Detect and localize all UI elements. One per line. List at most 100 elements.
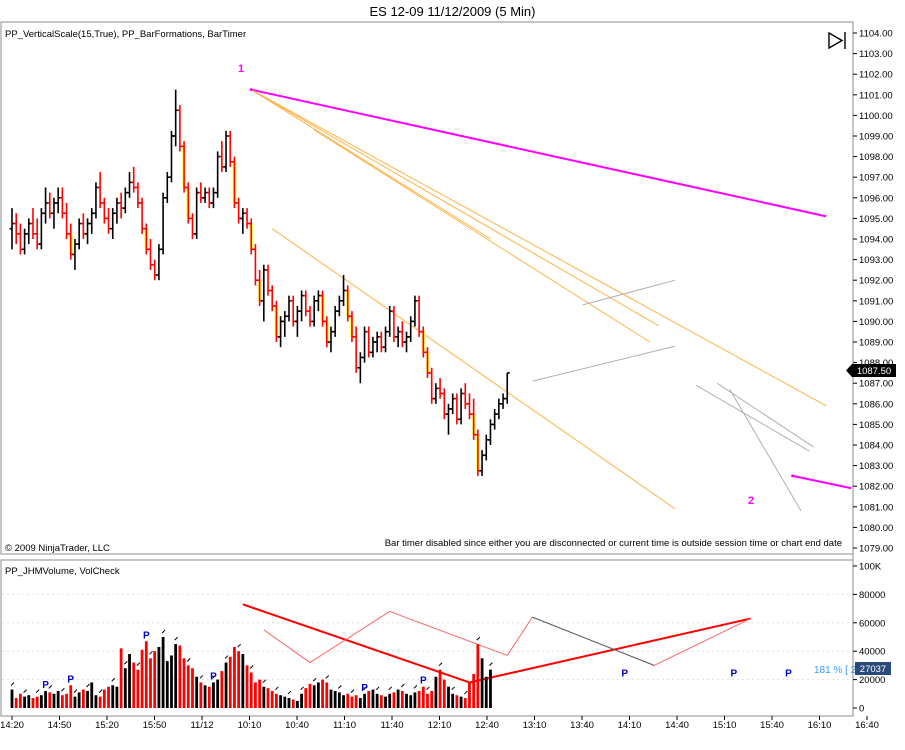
price-bar	[244, 208, 250, 229]
price-tick-label: 1079.00	[859, 544, 893, 555]
volume-tick-marker	[275, 686, 279, 691]
price-tick-label: 1087.00	[859, 379, 893, 390]
volume-bar	[65, 693, 68, 708]
volume-tick-marker	[237, 643, 241, 648]
volume-bar	[468, 682, 471, 708]
volume-bar	[304, 688, 308, 708]
volume-tick-marker	[350, 689, 355, 693]
volume-tick-marker	[338, 685, 342, 689]
volume-tick-marker	[199, 675, 204, 679]
volume-tick-marker	[363, 686, 367, 691]
volume-bar	[405, 693, 408, 708]
pattern-marker-p: P	[420, 676, 427, 687]
volume-bar	[241, 654, 245, 708]
volume-tick-marker	[312, 677, 317, 682]
volume-wave-line	[506, 616, 533, 656]
volume-tick-marker	[111, 677, 116, 682]
volume-bar	[178, 645, 182, 708]
volume-bar	[337, 692, 341, 708]
pattern-marker-p: P	[621, 669, 628, 680]
volume-tick-marker	[300, 686, 304, 691]
volume-bar	[111, 685, 115, 708]
volume-trend-line	[469, 617, 751, 684]
volume-bar	[480, 658, 484, 708]
volume-trend-lines	[242, 603, 751, 684]
volume-bar	[73, 696, 77, 708]
volume-bar	[472, 673, 476, 708]
volume-bar	[249, 672, 253, 708]
volume-bar	[442, 679, 446, 708]
time-tick-label: 11:40	[380, 720, 403, 731]
price-tick-label: 1099.00	[859, 132, 893, 143]
price-bar	[475, 429, 481, 476]
volume-bar	[262, 686, 266, 708]
price-tick-label: 1080.00	[859, 523, 893, 534]
volume-bar	[44, 690, 47, 708]
price-bar	[118, 192, 124, 219]
price-tick-label: 1084.00	[859, 441, 893, 452]
volume-bar	[388, 693, 392, 708]
volume-bar	[48, 692, 52, 708]
volume-bar	[165, 661, 169, 708]
volume-bar	[455, 695, 459, 708]
price-bar	[177, 105, 183, 152]
price-bar	[269, 285, 275, 312]
volume-bar	[321, 679, 324, 708]
volume-bar	[228, 656, 232, 708]
volume-bar	[300, 693, 303, 708]
volume-bar	[346, 693, 350, 708]
volume-bar	[312, 685, 316, 708]
price-bar	[152, 259, 158, 281]
volume-tick-marker	[463, 690, 468, 695]
price-bar	[471, 398, 477, 440]
time-tick-label: 10:40	[285, 720, 309, 731]
channel-line	[532, 345, 676, 382]
last-price-marker: 1087.50	[846, 364, 896, 377]
volume-tick-marker	[86, 683, 90, 688]
swing-line-upper	[251, 88, 827, 218]
fan-line	[250, 89, 491, 240]
volume-tick-marker	[388, 686, 393, 691]
time-tick-label: 16:10	[808, 720, 832, 731]
chart-title: ES 12-09 11/12/2009 (5 Min)	[369, 4, 536, 19]
volume-bar	[18, 693, 22, 708]
volume-bar	[195, 676, 199, 708]
volume-bar	[98, 696, 102, 708]
volume-tick-marker	[186, 658, 191, 662]
volume-bar	[379, 695, 383, 708]
volume-bar	[186, 665, 190, 708]
price-tick-label: 1101.00	[859, 90, 893, 101]
price-tick-label: 1081.00	[859, 502, 893, 513]
price-bar	[425, 347, 431, 379]
play-toggle-icon[interactable]	[826, 30, 846, 50]
volume-tick-label: 100K	[859, 562, 882, 573]
price-bar	[127, 172, 133, 198]
price-tick-label: 1102.00	[859, 70, 893, 81]
time-tick-label: 15:40	[760, 720, 784, 731]
volume-bar	[107, 686, 110, 708]
price-bar	[135, 182, 141, 209]
price-tick-label: 1100.00	[859, 111, 893, 122]
price-bar	[286, 295, 292, 322]
time-tick-label: 15:50	[143, 720, 167, 731]
price-tick-label: 1091.00	[859, 296, 893, 307]
time-tick-label: 12:10	[428, 720, 452, 731]
volume-bar	[144, 641, 148, 708]
price-bar	[395, 326, 401, 348]
volume-tick-marker	[10, 682, 15, 686]
volume-tick-marker	[413, 685, 418, 689]
fan-line	[313, 129, 651, 343]
price-bar	[282, 311, 288, 337]
volume-tick-marker	[48, 685, 53, 689]
price-bar	[328, 326, 334, 353]
price-bar	[504, 372, 510, 404]
price-tick-label: 1089.00	[859, 338, 893, 349]
price-bar	[22, 228, 28, 255]
volume-tick-marker	[400, 683, 405, 688]
volume-bar	[69, 685, 73, 708]
price-bar	[399, 321, 405, 348]
volume-bar	[476, 644, 480, 708]
volume-bar	[199, 682, 203, 708]
volume-bar	[413, 692, 417, 708]
